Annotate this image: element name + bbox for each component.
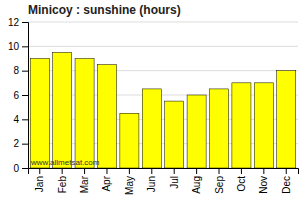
tick-label: May — [124, 176, 135, 195]
tick-label: 0 — [13, 163, 19, 174]
tick-mark — [106, 168, 107, 174]
bar — [232, 83, 251, 168]
tick-label: 4 — [13, 114, 19, 125]
tick-mark — [151, 168, 152, 174]
bar — [187, 95, 206, 168]
tick-label: 10 — [8, 41, 20, 52]
tick-mark — [22, 71, 28, 72]
tick-mark — [263, 168, 264, 174]
bar — [165, 101, 184, 168]
tick: 12 — [8, 17, 28, 28]
tick: Jul — [169, 168, 180, 189]
tick-label: Oct — [236, 176, 247, 192]
axis-line — [22, 23, 29, 169]
chart: 0 2 4 6 8 10 12 Jan Feb Mar Apr May Jun Jul Aug Sep Oct N… — [0, 0, 306, 200]
tick-label: 6 — [13, 90, 19, 101]
tick-mark — [62, 168, 63, 174]
tick-label: Feb — [57, 176, 68, 194]
annotations: www.allmetsat.com — [30, 158, 100, 167]
tick-mark — [22, 46, 28, 47]
tick-label: Aug — [191, 176, 202, 194]
tick: Jan — [34, 168, 45, 192]
tick-mark — [129, 168, 130, 174]
tick-mark — [39, 168, 40, 174]
tick-mark — [196, 168, 197, 174]
tick: 6 — [13, 90, 28, 101]
y-axis: 0 2 4 6 8 10 12 — [8, 17, 29, 174]
tick-mark — [219, 168, 220, 174]
tick-label: 8 — [13, 65, 19, 76]
tick: Dec — [281, 168, 292, 194]
grid-line — [28, 22, 298, 23]
x-axis: Jan Feb Mar Apr May Jun Jul Aug Sep Oct Nov Dec — [29, 168, 299, 195]
bar — [53, 52, 72, 168]
tick-mark — [174, 168, 175, 174]
tick: May — [124, 168, 135, 195]
tick: Mar — [79, 168, 90, 193]
axis-line — [29, 169, 299, 175]
tick: Nov — [258, 168, 269, 194]
annotation: www.allmetsat.com — [30, 158, 100, 167]
bar — [277, 71, 296, 168]
tick-label: Dec — [281, 176, 292, 194]
grid-line — [28, 46, 298, 47]
tick-label: Apr — [101, 175, 112, 191]
tick-mark — [22, 144, 28, 145]
tick: 10 — [8, 41, 28, 52]
tick-mark — [286, 168, 287, 174]
tick-mark — [22, 95, 28, 96]
tick-mark — [84, 168, 85, 174]
tick-label: Nov — [258, 176, 269, 194]
tick-label: Mar — [79, 175, 90, 193]
tick-mark — [22, 119, 28, 120]
tick-mark — [22, 168, 28, 169]
bar — [254, 83, 273, 168]
bar — [30, 59, 49, 169]
grid — [28, 22, 298, 168]
tick-label: Jan — [34, 176, 45, 192]
tick: Oct — [236, 168, 247, 192]
tick: Apr — [101, 168, 112, 192]
tick: 4 — [13, 114, 28, 125]
bar — [209, 89, 228, 168]
tick: 8 — [13, 65, 28, 76]
tick-label: Jul — [169, 176, 180, 189]
bar — [97, 65, 116, 168]
tick: Jun — [146, 168, 157, 192]
tick: 0 — [13, 163, 28, 174]
bars — [30, 52, 296, 168]
tick-label: 2 — [13, 138, 19, 149]
bar — [75, 59, 94, 169]
title: Minicoy : sunshine (hours) — [28, 3, 181, 17]
plot-area: 0 2 4 6 8 10 12 Jan Feb Mar Apr May Jun Jul Aug Sep Oct N… — [8, 17, 299, 195]
tick-label: Sep — [214, 176, 225, 194]
bar — [142, 89, 161, 168]
tick-mark — [22, 22, 28, 23]
tick: Aug — [191, 168, 202, 194]
tick: 2 — [13, 138, 28, 149]
tick: Feb — [57, 168, 68, 193]
tick: Sep — [214, 168, 225, 194]
bar — [120, 113, 139, 168]
tick-mark — [241, 168, 242, 174]
tick-label: 12 — [8, 17, 20, 28]
tick-label: Jun — [146, 176, 157, 192]
